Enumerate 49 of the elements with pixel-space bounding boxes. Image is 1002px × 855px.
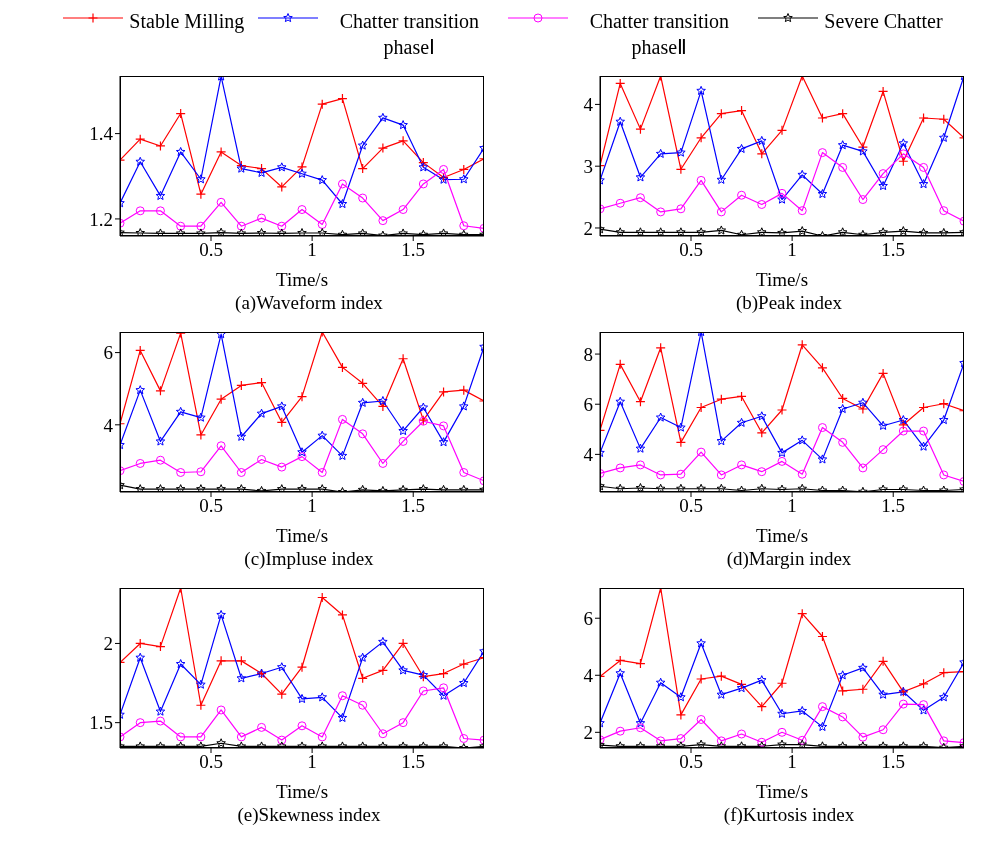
y-tick-label: 2 bbox=[583, 217, 593, 239]
x-tick-label: 1.5 bbox=[401, 495, 426, 517]
x-tick-label: 1 bbox=[307, 239, 317, 261]
y-tick-label: 6 bbox=[103, 342, 113, 364]
x-tick-label: 1.5 bbox=[881, 239, 906, 261]
y-tick-label: 1.5 bbox=[89, 712, 113, 734]
y-tick-label: 6 bbox=[583, 607, 593, 629]
x-tick-label: 1 bbox=[307, 495, 317, 517]
y-tick-label: 1.4 bbox=[89, 123, 114, 145]
x-tick-label: 1.5 bbox=[881, 495, 906, 517]
x-tick-label: 1 bbox=[787, 495, 797, 517]
x-tick-label: 1 bbox=[787, 751, 797, 773]
x-axis-title: Time/s bbox=[275, 525, 329, 546]
y-tick-label: 1.2 bbox=[89, 208, 113, 230]
text: (c)Impluse index bbox=[243, 548, 375, 570]
y-tick-label: 4 bbox=[583, 444, 594, 466]
legend-label: Chatter transition phaseⅡ bbox=[588, 9, 731, 60]
x-tick-label: 0.5 bbox=[199, 495, 223, 517]
y-tick-label: 4 bbox=[583, 665, 594, 687]
y-tick-label: 6 bbox=[583, 393, 593, 415]
x-axis-title: Time/s bbox=[755, 269, 809, 290]
x-tick-label: 0.5 bbox=[679, 239, 703, 261]
x-tick-label: 0.5 bbox=[679, 495, 703, 517]
x-tick-label: 0.5 bbox=[199, 239, 223, 261]
y-tick-label: 2 bbox=[583, 722, 593, 744]
x-axis-title: Time/s bbox=[275, 781, 329, 802]
text: (e)Skewness index bbox=[236, 804, 382, 826]
legend-label: Stable Milling bbox=[129, 9, 245, 34]
x-tick-label: 0.5 bbox=[199, 751, 223, 773]
x-axis-title: Time/s bbox=[755, 525, 809, 546]
x-axis-title: Time/s bbox=[755, 781, 809, 802]
text: (b)Peak index bbox=[734, 292, 844, 314]
y-tick-label: 4 bbox=[103, 414, 114, 436]
y-tick-label: 2 bbox=[103, 633, 113, 655]
text: (a)Waveform index bbox=[234, 292, 384, 314]
text: (d)Margin index bbox=[725, 548, 853, 570]
legend-label: Chatter transition phaseⅠ bbox=[338, 9, 481, 60]
x-axis-title: Time/s bbox=[275, 269, 329, 290]
x-tick-label: 0.5 bbox=[679, 751, 703, 773]
x-tick-label: 1 bbox=[307, 751, 317, 773]
legend-label: Severe Chatter bbox=[824, 9, 943, 34]
x-tick-label: 1 bbox=[787, 239, 797, 261]
y-tick-label: 3 bbox=[583, 155, 593, 177]
x-tick-label: 1.5 bbox=[401, 751, 426, 773]
y-tick-label: 4 bbox=[583, 94, 594, 116]
y-tick-label: 8 bbox=[583, 343, 593, 365]
text: (f)Kurtosis index bbox=[722, 804, 856, 826]
x-tick-label: 1.5 bbox=[401, 239, 426, 261]
x-tick-label: 1.5 bbox=[881, 751, 906, 773]
